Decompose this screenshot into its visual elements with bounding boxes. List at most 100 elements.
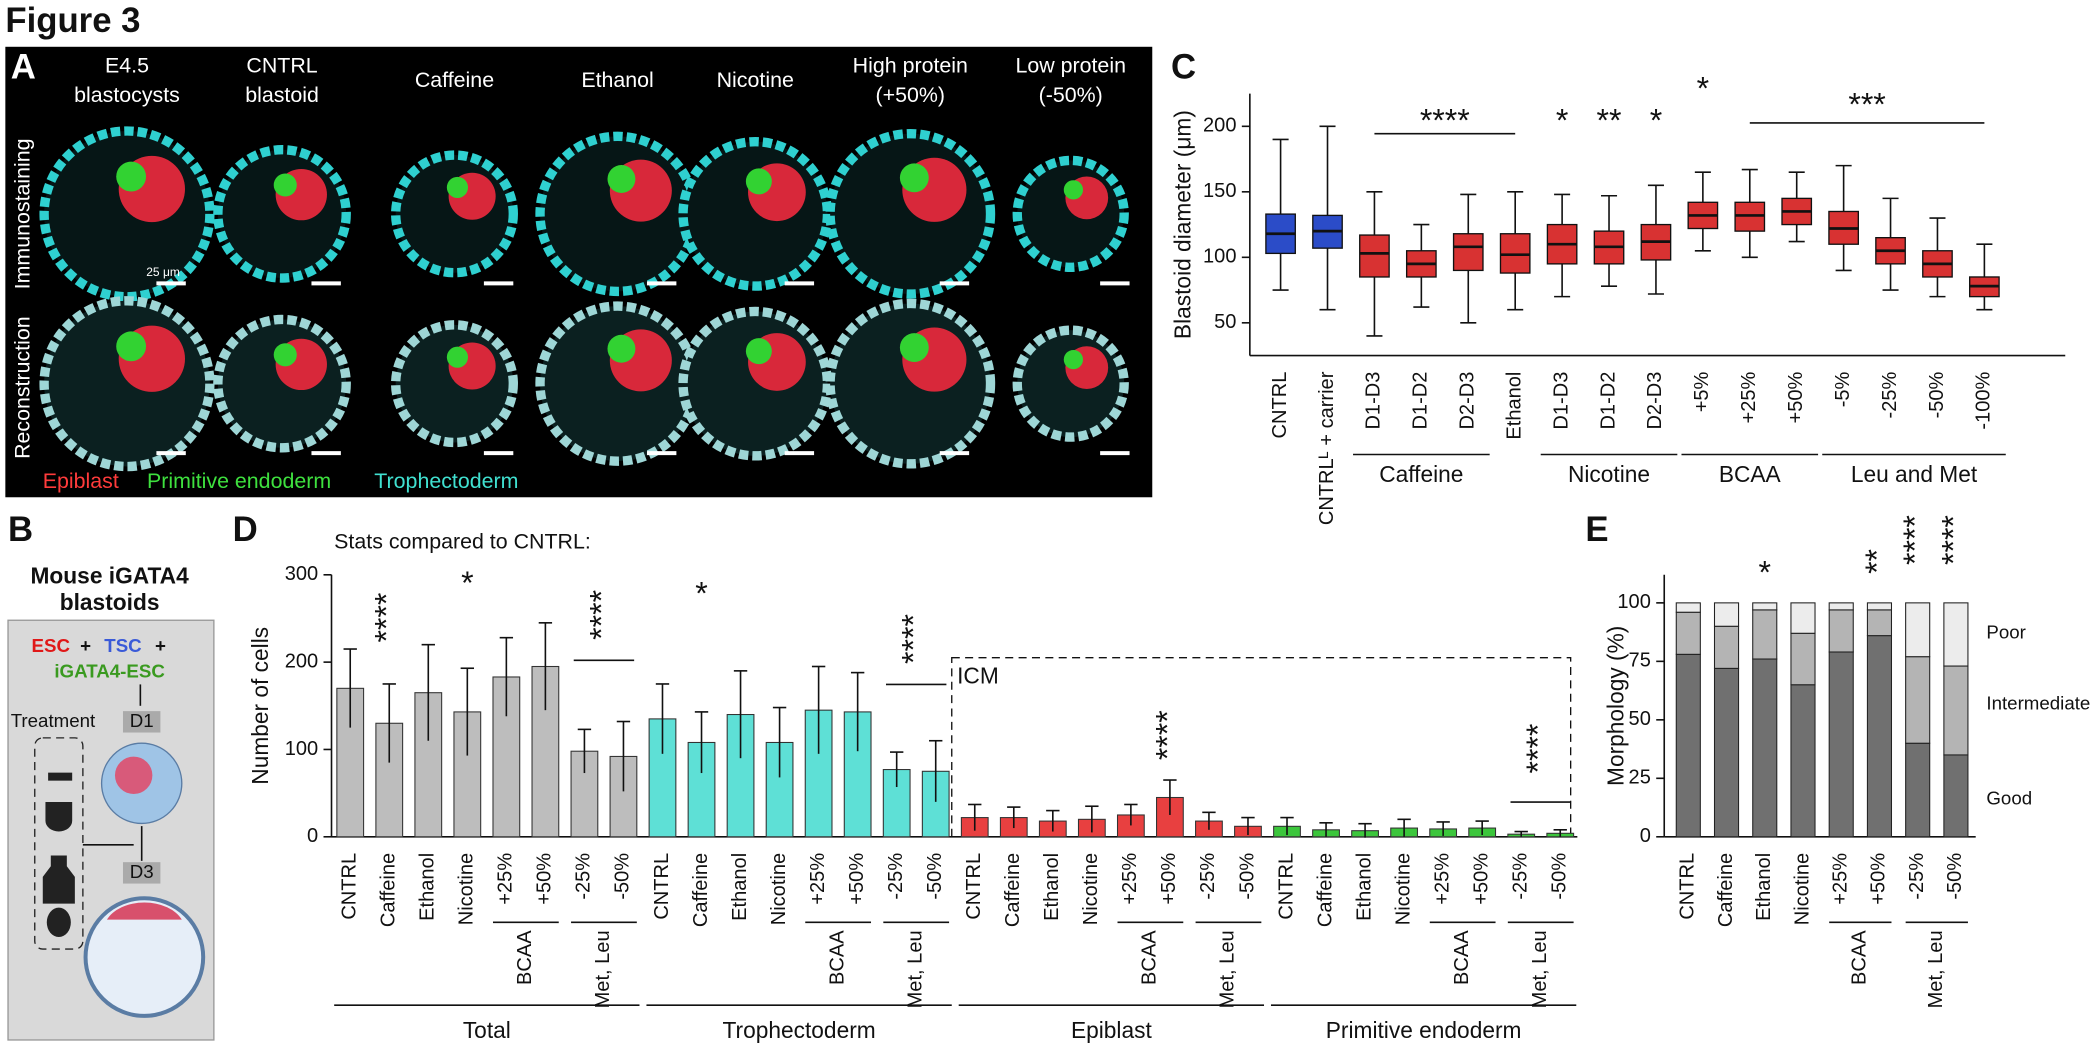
x-tick-label: Nicotine	[768, 853, 790, 925]
x-tick-label: -25%	[1197, 853, 1219, 900]
legend-label: Trophectoderm	[374, 469, 518, 493]
significance: **	[1859, 549, 1895, 574]
column-header: CNTRL	[246, 53, 317, 77]
bar-segment	[1943, 665, 1969, 756]
legend-label: Poor	[1986, 622, 2026, 643]
x-tick-label: Nicotine	[1392, 853, 1414, 925]
cell-label: TSC	[104, 635, 141, 656]
x-tick-label: D2-D3	[1457, 372, 1479, 430]
x-tick-label: +50%	[1158, 853, 1180, 905]
x-tick-label: CNTRL	[1275, 853, 1297, 920]
x-tick-label: -100%	[1973, 371, 1995, 429]
x-tick-label: Ethanol	[1753, 853, 1775, 921]
bar-segment	[1790, 602, 1816, 634]
significance: ****	[1935, 515, 1971, 565]
icm-box	[951, 657, 1572, 838]
significance: *	[1650, 102, 1662, 138]
column-header: (+50%)	[876, 83, 946, 107]
group-label: Total	[463, 1017, 511, 1043]
x-tick-label: +50%	[846, 853, 868, 905]
chart-subtitle: Stats compared to CNTRL:	[334, 529, 591, 553]
image-cell	[745, 338, 772, 365]
y-axis-label: Morphology (%)	[1602, 626, 1628, 786]
x-tick-label: -25%	[1510, 853, 1532, 900]
bar-segment	[1866, 602, 1893, 611]
day-label: D3	[130, 861, 154, 882]
column-header: (-50%)	[1039, 83, 1103, 107]
significance: *	[461, 565, 473, 601]
bar-segment	[1675, 602, 1701, 613]
panel-label: B	[8, 511, 33, 549]
group-label: Trophectoderm	[722, 1017, 875, 1043]
y-tick-label: 25	[1629, 767, 1651, 789]
x-tick-label: Ethanol	[1041, 853, 1063, 921]
image-cell	[446, 346, 469, 368]
significance: *	[1556, 102, 1568, 138]
image-cell	[1063, 180, 1084, 200]
x-tick-label: Ethanol	[1353, 853, 1375, 921]
treatment-box	[34, 737, 84, 950]
y-tick-label: 150	[1203, 180, 1236, 202]
x-tick-label: -25%	[885, 853, 907, 900]
blastoid-icon	[114, 756, 153, 795]
x-tick-label: CNTRL	[1677, 853, 1699, 920]
x-tick-label: Nicotine	[1791, 853, 1813, 925]
image-cell	[825, 298, 996, 469]
bar-segment	[1675, 611, 1701, 655]
bar-segment	[1675, 653, 1701, 838]
subgroup-label: BCAA	[826, 930, 848, 985]
column-header: High protein	[853, 53, 968, 77]
x-tick-label: +25%	[1431, 853, 1453, 905]
row-label: Reconstruction	[11, 316, 35, 459]
column-header: blastocysts	[74, 83, 180, 107]
box-label: ICM	[957, 663, 999, 689]
significance: ****	[1897, 515, 1933, 565]
box	[1452, 233, 1484, 272]
cell-label: +	[155, 635, 166, 656]
x-tick-label: +25%	[1738, 371, 1760, 423]
x-tick-label: D1-D2	[1597, 372, 1619, 430]
x-tick-label: Nicotine	[456, 853, 478, 925]
figure-title: Figure 3	[5, 2, 140, 40]
x-tick-label: Caffeine	[690, 853, 712, 927]
day-box	[122, 862, 161, 884]
x-tick-label: -50%	[1944, 853, 1966, 900]
bar-segment	[1713, 667, 1740, 838]
x-tick-label: Caffeine	[1715, 853, 1737, 927]
y-tick-label: 100	[1203, 246, 1236, 268]
x-tick-label: Caffeine	[1002, 853, 1024, 927]
bar-segment	[1752, 602, 1778, 611]
image-cell	[390, 320, 518, 448]
x-tick-label: CNTRL	[963, 853, 985, 920]
panel-label: C	[1171, 49, 1196, 87]
x-tick-label: Caffeine	[1314, 853, 1336, 927]
bar-segment	[1943, 602, 1969, 667]
image-cell	[899, 333, 929, 362]
image-cell	[1063, 349, 1084, 370]
group-label: BCAA	[1719, 461, 1782, 487]
significance: *	[1697, 70, 1709, 106]
image-cell	[607, 165, 636, 193]
subgroup-label: Met, Leu	[1925, 930, 1947, 1008]
column-header: Ethanol	[581, 68, 654, 92]
column-header: Nicotine	[717, 68, 794, 92]
x-tick-label: -50%	[1926, 371, 1948, 418]
significance: *	[695, 576, 707, 612]
legend-label: Primitive endoderm	[147, 469, 331, 493]
image-cell	[1012, 325, 1129, 442]
panel-b-title: blastoids	[60, 589, 160, 615]
panel-label: A	[11, 49, 36, 87]
image-cell	[116, 161, 147, 192]
subgroup-label: BCAA	[1451, 930, 1473, 985]
x-tick-label: Ethanol	[729, 853, 751, 921]
y-tick-label: 300	[285, 563, 318, 585]
image-cell	[39, 296, 215, 472]
bar-segment	[1905, 656, 1931, 744]
bar	[453, 711, 482, 838]
x-tick-label: +25%	[495, 853, 517, 905]
x-tick-label: CNTRL	[339, 853, 361, 920]
x-tick-label: +5%	[1691, 371, 1713, 412]
panel-b-title: Mouse iGATA4	[31, 562, 190, 588]
image-cell	[535, 131, 700, 297]
y-tick-label: 100	[285, 738, 318, 760]
